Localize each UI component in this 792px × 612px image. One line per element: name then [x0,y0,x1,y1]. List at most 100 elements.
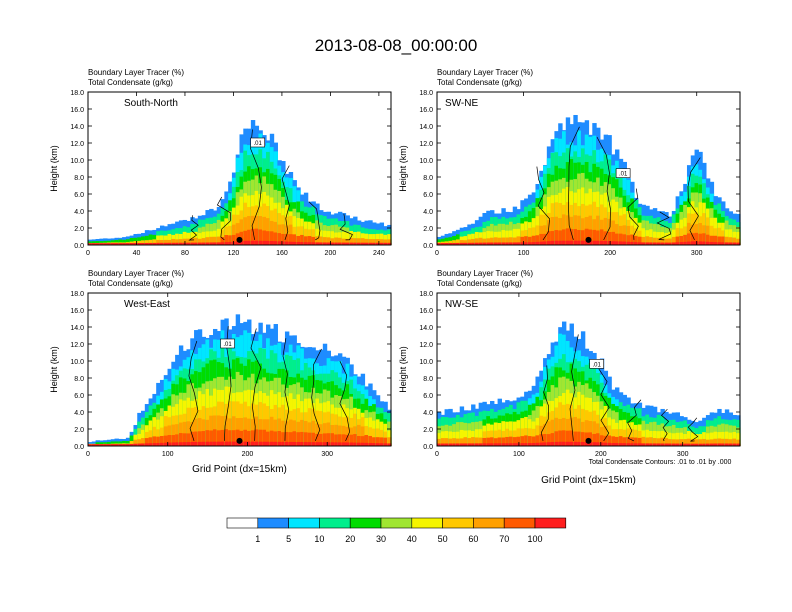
field-cell [216,236,222,245]
field-cell [686,241,692,245]
field-cell [569,430,574,446]
field-cell [311,432,316,446]
field-cell [91,241,97,245]
field-cell [474,238,480,245]
field-cell [205,441,210,446]
y-tick-label: 6.0 [423,393,433,400]
colorbar-swatch [473,517,505,529]
field-cell [728,242,734,245]
field-cell [649,437,654,446]
field-cell [615,233,620,245]
field-cell [201,238,207,245]
field-cell [580,441,586,446]
field-cell [167,242,172,245]
field-cell [668,238,673,245]
y-tick-label: 0.0 [74,444,84,451]
field-cell [490,242,495,245]
field-cell [235,429,241,446]
field-cell [148,234,153,245]
field-cell [152,436,157,446]
field-cell [349,434,354,446]
field-cell [137,443,142,446]
field-cell [656,242,662,245]
field-cell [273,241,278,245]
field-cell [516,436,521,446]
field-cell [444,243,449,245]
field-cell [186,238,191,245]
colorbar-swatch [319,517,351,529]
field-cell [269,430,275,446]
x-tick-label: 100 [513,451,525,458]
field-cell [558,230,563,245]
field-cell [546,434,552,446]
field-label: Boundary Layer Tracer (%) [88,269,184,278]
field-cell [303,432,309,446]
field-cell [353,242,358,245]
field-cell [546,442,552,446]
contour-line [282,338,290,441]
field-cell [216,441,222,446]
field-cell [182,433,188,446]
x-tick-label: 100 [518,250,530,257]
field-cell [686,233,692,245]
field-cell [724,438,730,446]
field-cell [603,442,609,446]
field-cell [482,242,487,245]
field-cell [300,442,305,446]
field-cell [212,429,218,446]
field-cell [550,217,556,245]
field-cell [486,443,491,446]
condensate-contours: .01 [540,334,699,442]
field-cell [186,442,191,446]
field-cell [250,441,256,446]
field-cell [637,242,643,245]
field-cell [300,234,305,245]
field-cell [95,444,100,446]
y-tick-label: 2.0 [423,226,433,233]
field-cell [713,438,718,446]
field-cell [584,228,590,245]
field-cell [269,231,275,245]
field-cell [618,233,624,245]
colorbar-label: 30 [376,534,386,544]
field-cell [618,443,624,446]
field-cell [110,444,116,446]
panel-frame [87,292,392,447]
field-cell [315,433,320,446]
field-cell [141,242,146,245]
field-cell [201,431,207,446]
x-tick-label: 160 [276,250,288,257]
field-cell [577,229,582,245]
field-cell [527,227,533,245]
field-cell [474,443,480,446]
field-cell [307,432,313,446]
field-cell [732,242,737,245]
field-cell [281,233,286,245]
field-cell [322,433,328,446]
field-cell [125,239,131,245]
contour-line [596,136,611,241]
y-tick-label: 8.0 [423,175,433,182]
panel-frame [436,292,741,447]
field-cell [284,234,290,245]
field-cell [322,442,328,446]
field-cell [137,242,142,245]
field-cell [224,242,229,245]
field-cell [190,242,195,245]
field-cell [91,444,97,446]
field-cell [167,442,172,446]
field-cell [671,236,677,245]
field-cell [524,435,529,446]
field-cell [212,441,218,446]
field-cell [482,238,487,245]
field-cell [440,243,446,245]
field-cell [182,231,188,245]
panel-title: South-North [124,98,178,109]
field-cell [558,430,563,446]
field-cell [334,242,339,245]
colorbar-swatch [442,517,474,529]
field-cell [702,438,707,446]
field-cell [467,443,472,446]
field-cell [505,237,510,245]
field-cell [300,242,305,245]
